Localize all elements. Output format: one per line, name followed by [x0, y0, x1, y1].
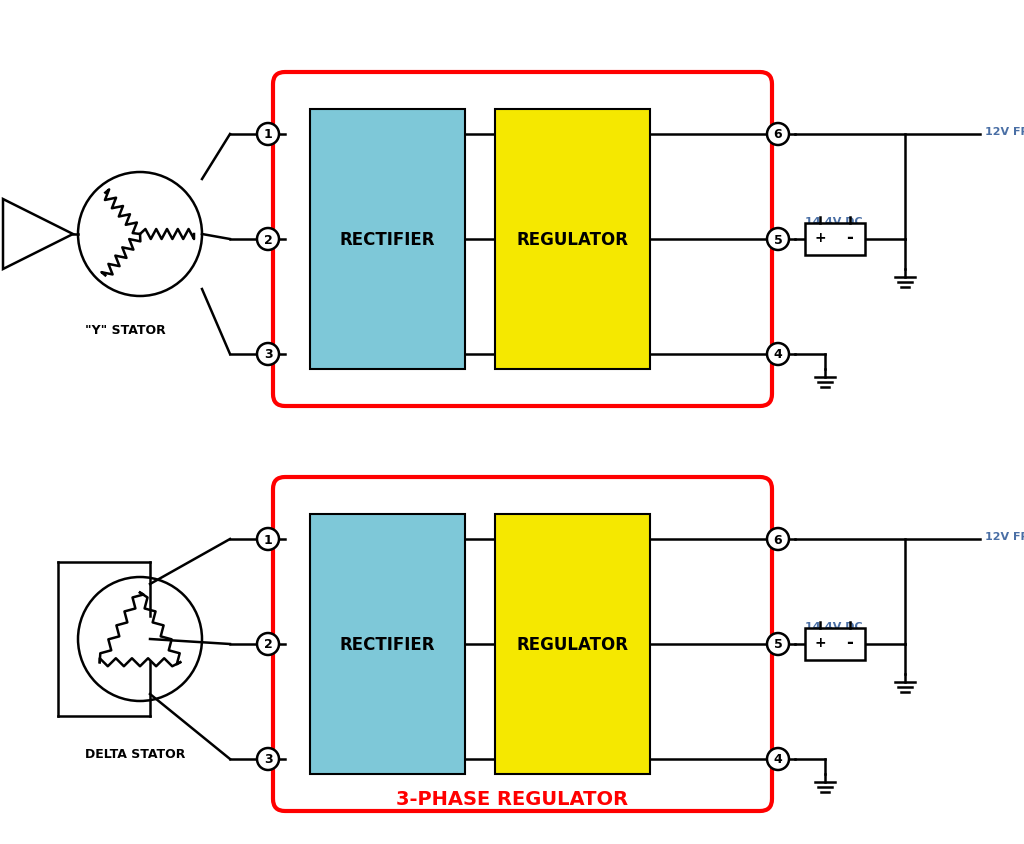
Circle shape: [767, 528, 790, 550]
Text: RECTIFIER: RECTIFIER: [340, 230, 435, 249]
Text: 4: 4: [773, 753, 782, 766]
Text: 2: 2: [263, 638, 272, 651]
Text: 12V FROM IGN. SW: 12V FROM IGN. SW: [985, 127, 1024, 137]
Text: 6: 6: [774, 128, 782, 141]
Text: 3-PHASE REGULATOR: 3-PHASE REGULATOR: [396, 790, 628, 809]
Text: 1: 1: [263, 533, 272, 546]
Text: "Y" STATOR: "Y" STATOR: [85, 323, 165, 336]
Circle shape: [767, 633, 790, 655]
Text: 5: 5: [773, 638, 782, 651]
Text: +: +: [814, 636, 825, 649]
Text: REGULATOR: REGULATOR: [516, 636, 629, 653]
Circle shape: [257, 229, 279, 251]
Text: DELTA STATOR: DELTA STATOR: [85, 748, 185, 760]
Text: RECTIFIER: RECTIFIER: [340, 636, 435, 653]
Text: 14.4V DC: 14.4V DC: [805, 621, 862, 631]
Circle shape: [767, 124, 790, 146]
Circle shape: [257, 344, 279, 365]
Circle shape: [257, 528, 279, 550]
Text: 4: 4: [773, 348, 782, 361]
Text: 3: 3: [264, 348, 272, 361]
Bar: [805, 224, 865, 256]
Circle shape: [767, 229, 790, 251]
Text: -: -: [847, 633, 853, 652]
Bar: [495, 110, 650, 370]
Text: 6: 6: [774, 533, 782, 546]
Text: +: +: [814, 230, 825, 245]
Text: 2: 2: [263, 233, 272, 246]
Text: 14.4V DC: 14.4V DC: [805, 217, 862, 227]
Text: REGULATOR: REGULATOR: [516, 230, 629, 249]
Bar: [805, 628, 865, 660]
Text: 1: 1: [263, 128, 272, 141]
Bar: [310, 514, 465, 774]
Circle shape: [767, 344, 790, 365]
Circle shape: [257, 124, 279, 146]
Bar: [495, 514, 650, 774]
Text: -: -: [847, 229, 853, 246]
Circle shape: [257, 633, 279, 655]
Text: 3: 3: [264, 753, 272, 766]
Circle shape: [767, 748, 790, 770]
Text: 12V FROM IGN. SW: 12V FROM IGN. SW: [985, 532, 1024, 541]
Bar: [310, 110, 465, 370]
Circle shape: [257, 748, 279, 770]
Text: 5: 5: [773, 233, 782, 246]
